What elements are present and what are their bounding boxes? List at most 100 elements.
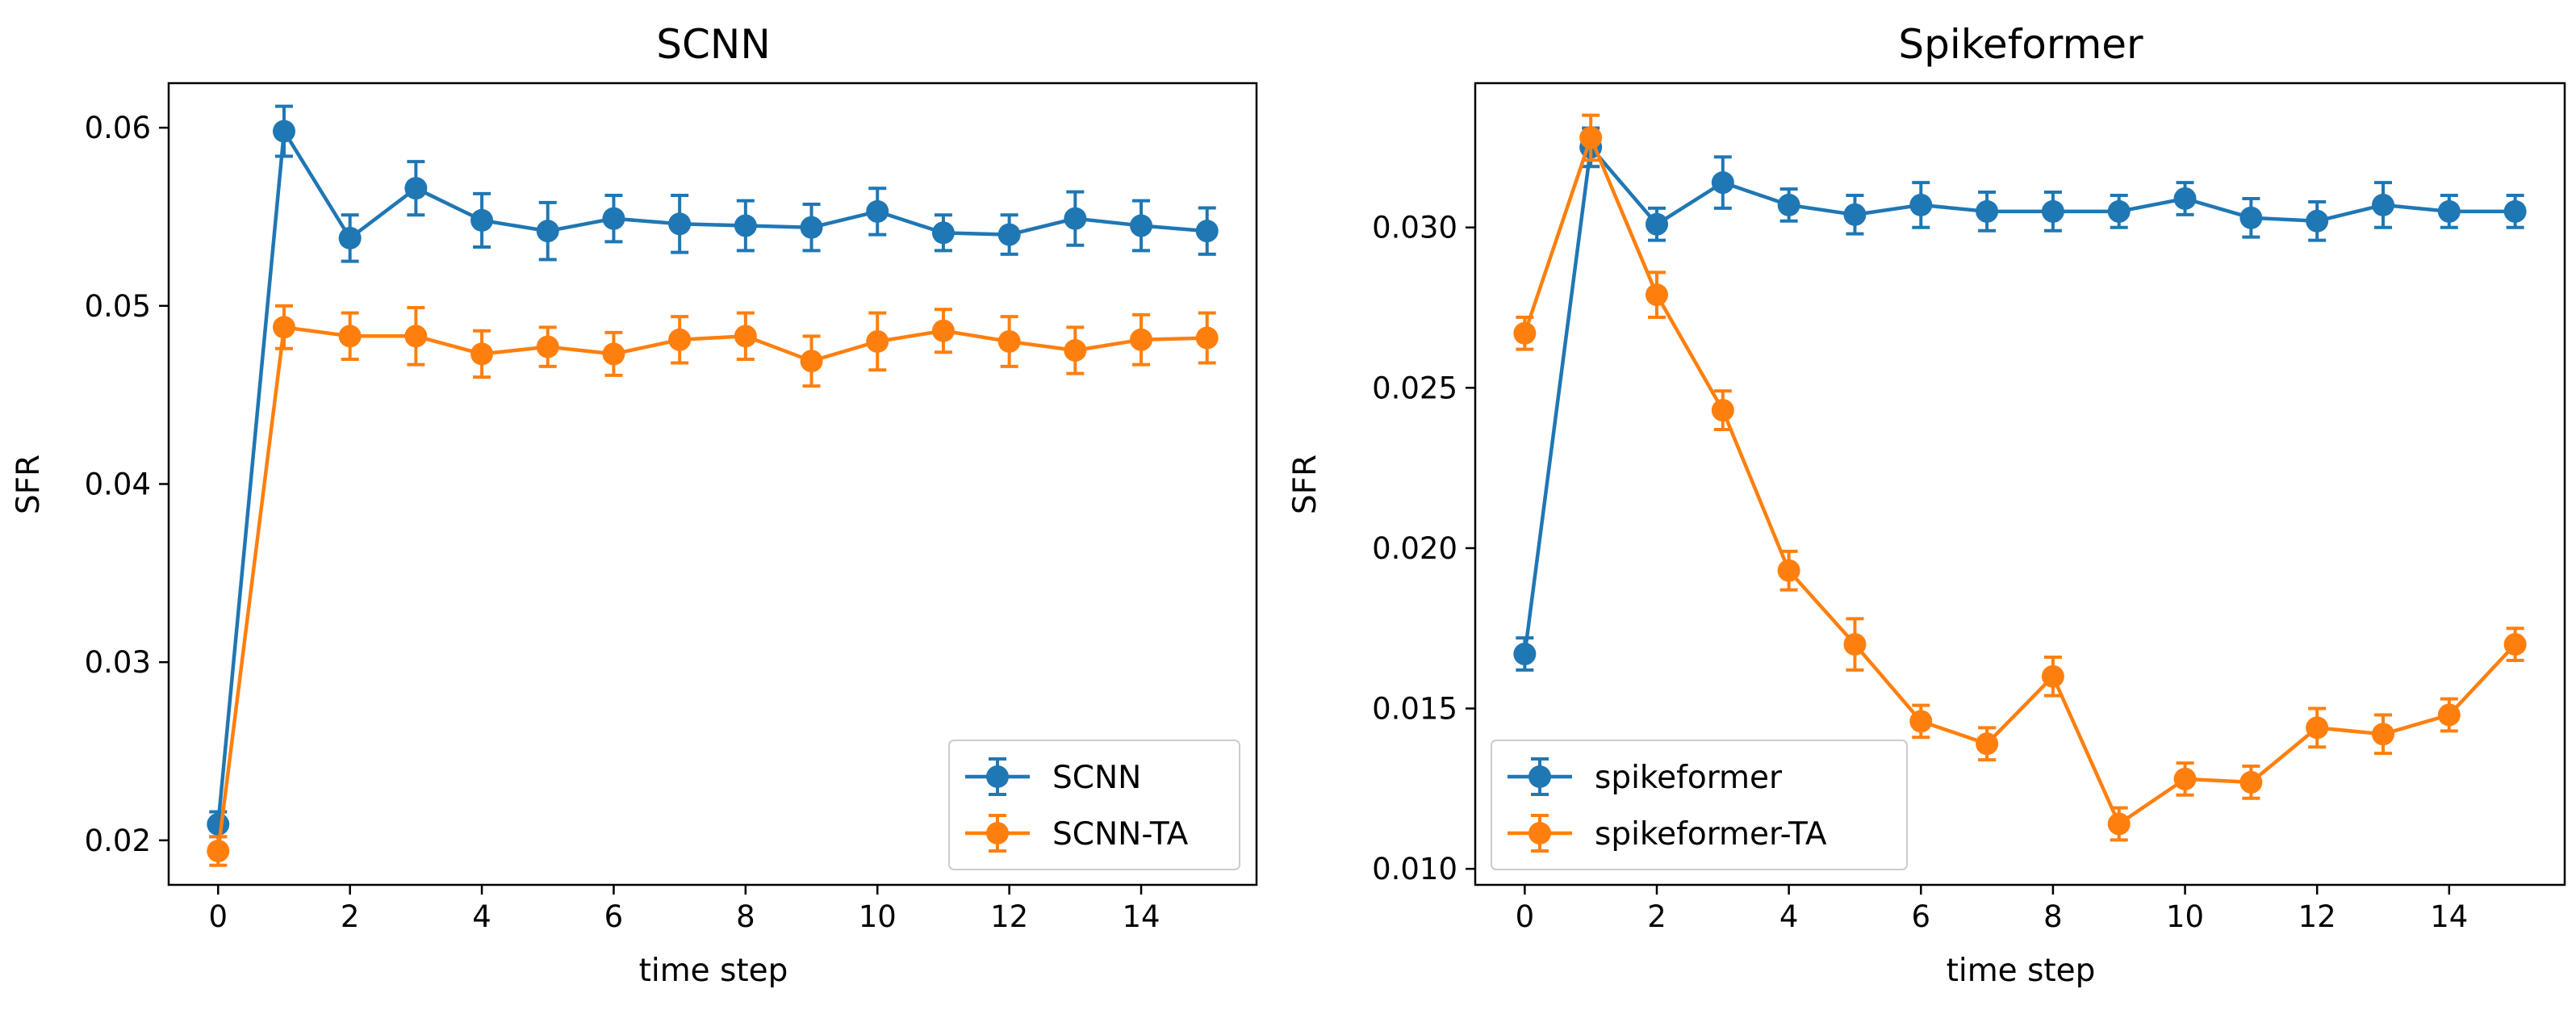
y-tick-label: 0.05: [85, 289, 151, 324]
data-point: [800, 350, 823, 373]
data-point: [207, 812, 230, 836]
data-point: [997, 329, 1021, 353]
legend-label: SCNN: [1052, 760, 1141, 796]
legend-label: spikeformer: [1595, 760, 1783, 796]
data-point: [2173, 186, 2197, 210]
series-line: [1523, 136, 2517, 826]
data-point: [997, 223, 1021, 246]
x-tick-label: 6: [604, 899, 624, 934]
y-tick-label: 0.015: [1372, 692, 1457, 727]
data-point: [2437, 199, 2461, 223]
data-point: [1976, 199, 1999, 223]
series-line: [1523, 145, 2515, 655]
plot-frame: [1474, 82, 2566, 886]
legend-label: spikeformer-TA: [1595, 816, 1827, 853]
x-tick-label: 14: [1122, 899, 1160, 934]
data-point: [866, 329, 889, 353]
data-point: [2306, 716, 2329, 740]
legend: spikeformer spikeformer-TA: [1491, 740, 1908, 870]
y-tick-label: 0.02: [85, 824, 151, 858]
data-point: [2173, 767, 2197, 790]
data-point: [2107, 199, 2131, 223]
data-point: [338, 325, 362, 348]
data-point: [2372, 193, 2394, 216]
legend-marker: [1528, 765, 1551, 788]
data-point: [272, 316, 295, 339]
data-point: [2239, 770, 2263, 794]
x-tick-label: 6: [1911, 899, 1930, 934]
data-point: [2041, 664, 2064, 688]
y-axis-label: SFR: [1287, 455, 1324, 514]
x-tick-label: 12: [2298, 899, 2336, 934]
x-tick-label: 8: [2043, 899, 2063, 934]
chart-title: Spikeformer: [1898, 21, 2143, 68]
series-spikeformer: [1513, 126, 2527, 672]
x-tick-label: 12: [990, 899, 1028, 934]
data-point: [1195, 220, 1219, 243]
x-tick-label: 2: [1647, 899, 1666, 934]
data-point: [1843, 633, 1867, 656]
x-tick-label: 8: [736, 899, 755, 934]
data-point: [1976, 732, 1999, 756]
data-point: [668, 328, 692, 351]
data-point: [1909, 193, 1933, 216]
data-point: [668, 212, 692, 236]
y-tick-label: 0.030: [1372, 211, 1457, 245]
data-point: [734, 214, 757, 237]
x-axis-label: time step: [639, 953, 788, 989]
data-point: [404, 325, 428, 348]
x-tick-label: 2: [341, 899, 360, 934]
series-SCNN-TA: [207, 304, 1219, 867]
data-point: [931, 319, 955, 342]
legend-marker: [986, 765, 1009, 788]
series-SCNN: [207, 104, 1219, 839]
data-point: [536, 220, 559, 243]
data-point: [1843, 203, 1867, 226]
data-point: [1064, 339, 1087, 362]
legend-box: [1491, 740, 1908, 870]
legend-marker: [1528, 822, 1551, 844]
data-point: [2503, 199, 2527, 223]
data-point: [931, 221, 955, 245]
data-point: [1579, 126, 1603, 149]
data-point: [2107, 812, 2131, 836]
data-point: [1711, 399, 1734, 422]
data-point: [2372, 723, 2394, 746]
chart-title: SCNN: [656, 21, 770, 68]
x-tick-label: 4: [1779, 899, 1799, 934]
data-point: [1130, 214, 1153, 237]
data-point: [338, 226, 362, 249]
data-point: [1064, 207, 1087, 230]
data-point: [602, 207, 625, 230]
data-point: [734, 325, 757, 348]
data-point: [470, 342, 494, 366]
data-point: [1646, 283, 1668, 307]
data-point: [1777, 559, 1800, 582]
x-tick-label: 10: [2166, 899, 2204, 934]
series-spikeformer-TA: [1513, 113, 2527, 842]
spikeformer-chart-panel: Spikeformer time step SFR 0 2 4 6 8 10 12 14 0.0…: [1287, 21, 2566, 989]
x-tick-label: 0: [1516, 899, 1535, 934]
data-point: [470, 208, 494, 232]
x-tick-label: 14: [2430, 899, 2468, 934]
y-tick-label: 0.010: [1372, 852, 1457, 886]
data-point: [602, 342, 625, 366]
data-point: [2437, 703, 2461, 727]
data-point: [207, 840, 230, 863]
series-line: [216, 325, 1207, 852]
y-tick-label: 0.04: [85, 467, 151, 502]
data-point: [1513, 321, 1537, 345]
data-point: [2239, 206, 2263, 229]
data-point: [800, 216, 823, 239]
data-point: [1513, 643, 1537, 666]
data-point: [1909, 710, 1933, 733]
series-line: [216, 129, 1207, 825]
data-point: [404, 177, 428, 200]
data-point: [1195, 326, 1219, 350]
y-axis-label: SFR: [10, 455, 47, 514]
x-tick-label: 10: [859, 899, 897, 934]
x-tick-label: 4: [472, 899, 491, 934]
legend-box: [948, 740, 1240, 870]
scnn-chart-panel: SCNN time step SFR 0 2 4 6 8 10 12 14 0.02 0.03 0.…: [10, 21, 1258, 989]
